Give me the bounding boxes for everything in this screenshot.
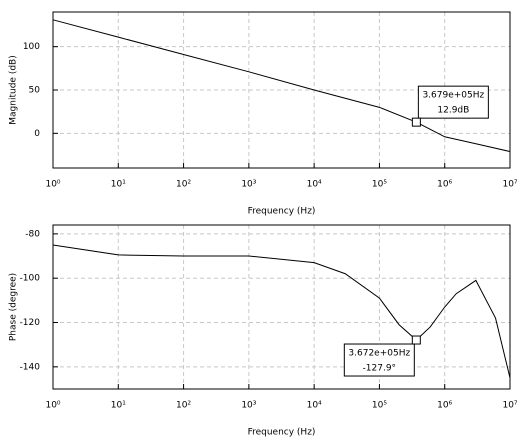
x-tick-label: 10³ <box>241 180 256 190</box>
x-tick-label: 10⁴ <box>307 180 322 190</box>
datatip-marker <box>411 335 421 345</box>
annotation-text: 12.9dB <box>437 106 469 116</box>
x-tick-label: 10⁵ <box>372 180 387 190</box>
y-tick-label: -140 <box>20 362 41 372</box>
y-tick-label: -100 <box>20 274 41 284</box>
annotation-box <box>343 343 415 377</box>
x-tick-label: 10¹ <box>111 401 126 411</box>
x-tick-label: 10⁶ <box>437 401 452 411</box>
line-series <box>52 244 511 379</box>
x-axis-label: Frequency (Hz) <box>248 428 316 438</box>
y-tick-label: -80 <box>25 229 40 239</box>
plot-frame <box>52 11 511 169</box>
y-axis-label: Magnitude (dB) <box>9 55 19 124</box>
annotation-box <box>417 85 489 119</box>
annotation-text: 3.679e+05Hz <box>422 91 484 101</box>
y-tick-label: 100 <box>23 42 40 52</box>
x-tick-label: 10⁰ <box>45 180 60 190</box>
datatip-marker <box>411 117 421 127</box>
y-axis-label: Phase (degree) <box>9 273 19 341</box>
x-tick-label: 10⁷ <box>502 401 517 411</box>
x-tick-label: 10⁴ <box>307 401 322 411</box>
annotation-text: -127.9° <box>363 364 397 374</box>
x-tick-label: 10¹ <box>111 180 126 190</box>
plot-frame <box>52 224 511 390</box>
x-axis-label: Frequency (Hz) <box>248 207 316 217</box>
line-series <box>52 19 511 153</box>
x-tick-label: 10⁵ <box>372 401 387 411</box>
x-tick-label: 10³ <box>241 401 256 411</box>
y-tick-label: 0 <box>34 129 40 139</box>
y-tick-label: -120 <box>20 318 41 328</box>
x-tick-label: 10⁷ <box>502 180 517 190</box>
annotation-text: 3.672e+05Hz <box>348 349 410 359</box>
x-tick-label: 10⁰ <box>45 401 60 411</box>
x-tick-label: 10² <box>176 180 191 190</box>
y-tick-label: 50 <box>29 86 41 96</box>
x-tick-label: 10⁶ <box>437 180 452 190</box>
x-tick-label: 10² <box>176 401 191 411</box>
